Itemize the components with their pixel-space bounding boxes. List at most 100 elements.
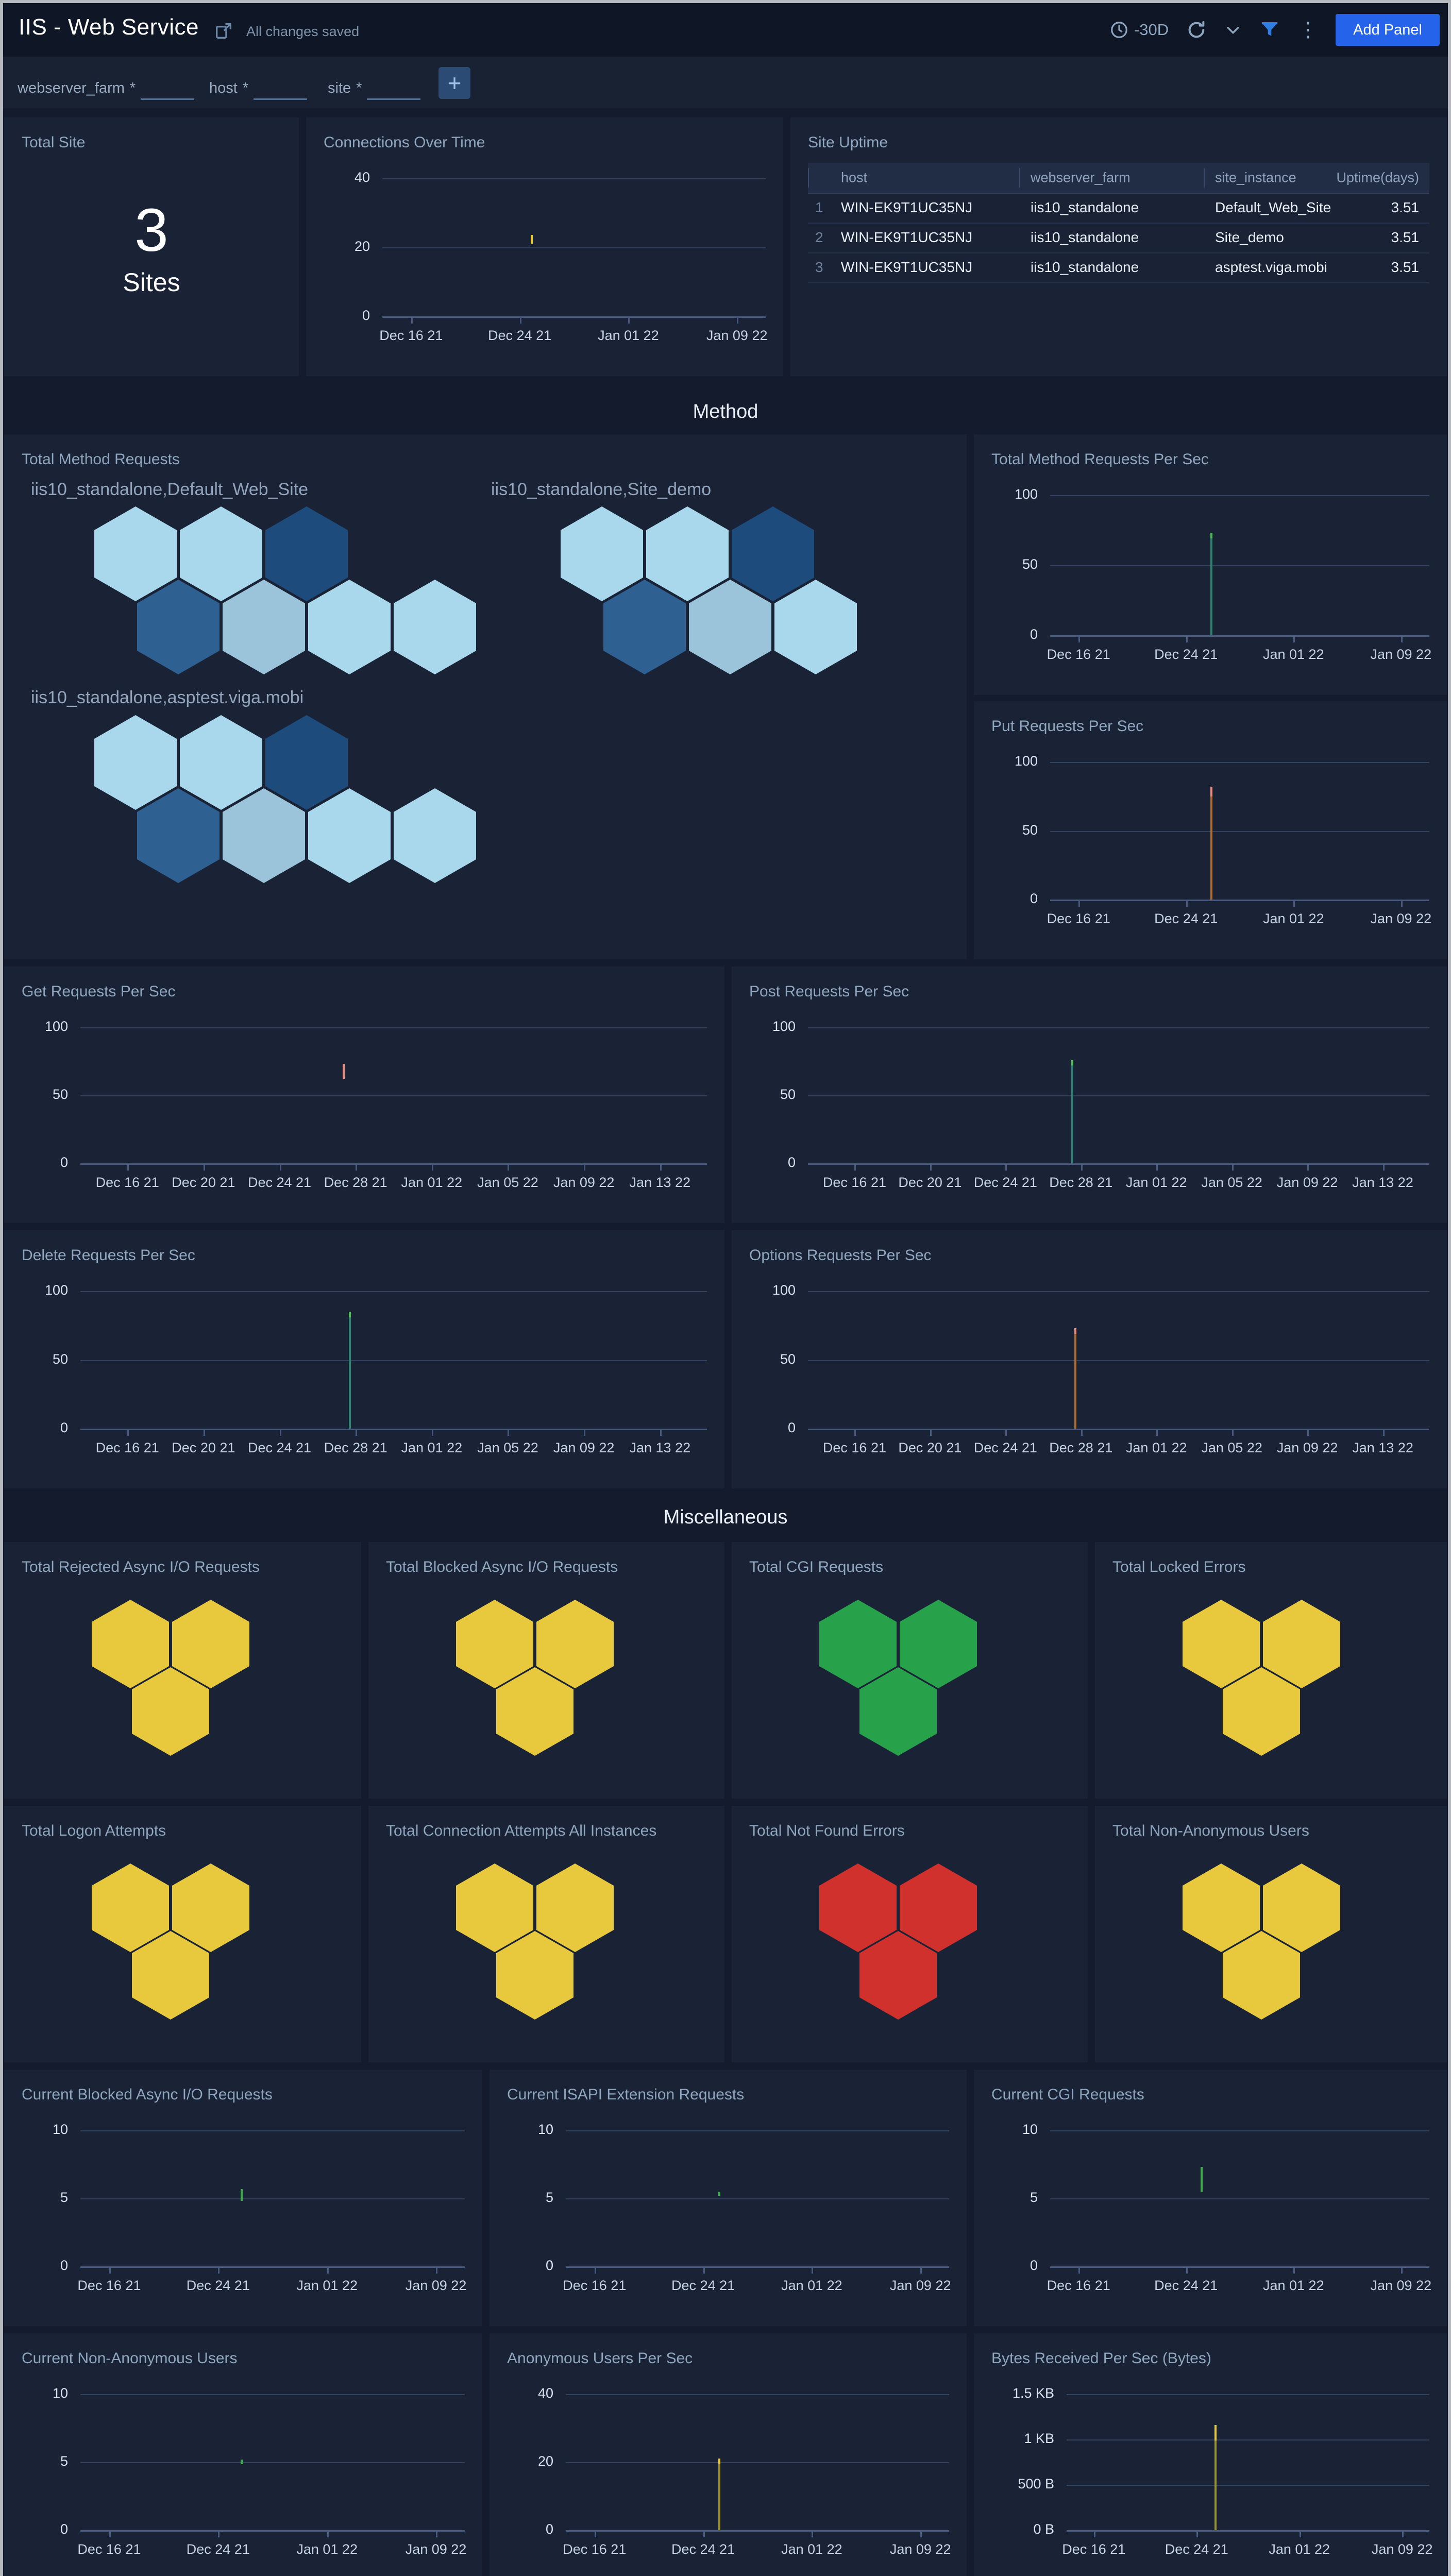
data-spike	[718, 2191, 720, 2196]
hexagon[interactable]	[172, 1600, 249, 1688]
hexagon[interactable]	[180, 506, 262, 601]
hexagon[interactable]	[1183, 1863, 1260, 1952]
hexagon[interactable]	[859, 1667, 937, 1756]
x-axis-tick	[1401, 635, 1403, 642]
hexagon[interactable]	[1223, 1931, 1300, 2020]
x-axis-tick	[628, 316, 630, 324]
hexagon[interactable]	[819, 1863, 897, 1952]
refresh-icon	[1188, 21, 1205, 38]
hexagon[interactable]	[132, 1931, 209, 2020]
hexagon[interactable]	[223, 788, 305, 883]
hexagon[interactable]	[172, 1863, 249, 1952]
y-axis-label: 1 KB	[1024, 2431, 1054, 2446]
x-axis-label: Jan 09 22	[706, 328, 768, 343]
hexagon[interactable]	[1223, 1667, 1300, 1756]
hexagon[interactable]	[394, 788, 476, 883]
table-header-cell: Uptime(days)	[1336, 170, 1419, 185]
data-spike	[241, 2459, 243, 2464]
hexagon[interactable]	[819, 1600, 897, 1688]
x-axis-label: Dec 24 21	[1154, 2278, 1218, 2293]
add-panel-button[interactable]: Add Panel	[1336, 14, 1440, 46]
hexagon[interactable]	[137, 788, 220, 883]
x-axis-tick	[1081, 1163, 1083, 1171]
hexagon[interactable]	[561, 506, 643, 601]
x-axis-label: Dec 16 21	[77, 2278, 141, 2293]
panel-total-cgi-requests: Total CGI Requests	[732, 1542, 1088, 1799]
gridline	[80, 2198, 465, 2199]
x-axis-label: Dec 28 21	[1049, 1175, 1113, 1190]
y-axis-label: 0	[60, 2258, 68, 2273]
refresh-dropdown-chevron[interactable]	[1224, 21, 1242, 39]
hexagon[interactable]	[689, 580, 771, 674]
panel-title: Options Requests Per Sec	[749, 1247, 932, 1264]
x-axis-label: Dec 24 21	[671, 2278, 735, 2293]
hexagon[interactable]	[137, 580, 220, 674]
hexagon[interactable]	[1263, 1863, 1340, 1952]
table-row[interactable]: 3 WIN-EK9T1UC35NJ iis10_standalone asptest.…	[808, 252, 1429, 283]
hexagon[interactable]	[94, 715, 177, 810]
hexagon[interactable]	[732, 506, 814, 601]
hexagon[interactable]	[536, 1863, 614, 1952]
y-axis-label: 50	[1022, 556, 1038, 572]
table-cell: 3.51	[1391, 229, 1420, 245]
panel-title: Total Non-Anonymous Users	[1112, 1822, 1309, 1839]
y-axis-label: 100	[1014, 486, 1038, 502]
x-axis-tick	[279, 1429, 281, 1436]
data-spike	[718, 2464, 720, 2530]
x-axis-tick	[127, 1429, 129, 1436]
hexagon[interactable]	[456, 1600, 533, 1688]
hexagon[interactable]	[94, 506, 177, 601]
hexagon[interactable]	[180, 715, 262, 810]
panel-total-method-requests: Total Method Requests iis10_standalone,De…	[4, 434, 967, 959]
hexagon[interactable]	[496, 1931, 573, 2020]
hexagon[interactable]	[900, 1600, 977, 1688]
more-options-kebab-icon[interactable]: ⋮	[1297, 19, 1319, 41]
data-spike	[348, 1312, 351, 1317]
panel-current-cgi-requests: Current CGI Requests 0 5 10 Dec 16 21 Dec 24 …	[974, 2070, 1447, 2326]
hexagon[interactable]	[456, 1863, 533, 1952]
time-range-control[interactable]: -30D	[1109, 20, 1169, 40]
hexagon[interactable]	[646, 506, 729, 601]
hexagon[interactable]	[132, 1667, 209, 1756]
gridline	[382, 316, 766, 318]
refresh-button[interactable]	[1186, 20, 1207, 40]
hexagon[interactable]	[496, 1667, 573, 1756]
data-spike	[1210, 538, 1212, 635]
filter-button[interactable]	[1259, 20, 1280, 40]
table-row[interactable]: 1 WIN-EK9T1UC35NJ iis10_standalone Default_…	[808, 193, 1429, 224]
hexagon[interactable]	[859, 1931, 937, 2020]
hexagon[interactable]	[308, 788, 391, 883]
hexagon[interactable]	[900, 1863, 977, 1952]
host-input[interactable]	[254, 81, 308, 100]
gridline	[808, 1163, 1429, 1165]
hexagon[interactable]	[265, 506, 348, 601]
add-filter-button[interactable]: +	[438, 67, 470, 99]
x-axis-label: Jan 09 22	[553, 1175, 615, 1190]
hexagon[interactable]	[603, 580, 686, 674]
gridline	[80, 2130, 465, 2131]
webserver-farm-input[interactable]	[141, 81, 195, 100]
hexagon[interactable]	[92, 1863, 169, 1952]
x-axis-label: Dec 24 21	[186, 2278, 250, 2293]
x-axis-label: Dec 28 21	[324, 1175, 387, 1190]
data-spike	[1210, 533, 1212, 539]
hexagon[interactable]	[223, 580, 305, 674]
hexagon[interactable]	[265, 715, 348, 810]
panel-title: Delete Requests Per Sec	[22, 1247, 195, 1264]
hexagon[interactable]	[394, 580, 476, 674]
site-input[interactable]	[367, 81, 421, 100]
x-axis-tick	[1186, 635, 1188, 642]
x-axis-label: Jan 09 22	[1276, 1175, 1338, 1190]
gridline	[1067, 2485, 1429, 2486]
hexagon[interactable]	[774, 580, 857, 674]
share-icon[interactable]	[213, 21, 234, 41]
x-axis-tick	[218, 2530, 220, 2537]
hexagon[interactable]	[1263, 1600, 1340, 1688]
hexagon[interactable]	[308, 580, 391, 674]
hexagon[interactable]	[536, 1600, 614, 1688]
hexagon[interactable]	[92, 1600, 169, 1688]
hexagon[interactable]	[1183, 1600, 1260, 1688]
table-row[interactable]: 2 WIN-EK9T1UC35NJ iis10_standalone Site_dem…	[808, 223, 1429, 253]
data-spike	[1214, 2440, 1217, 2530]
gridline	[1067, 2439, 1429, 2441]
